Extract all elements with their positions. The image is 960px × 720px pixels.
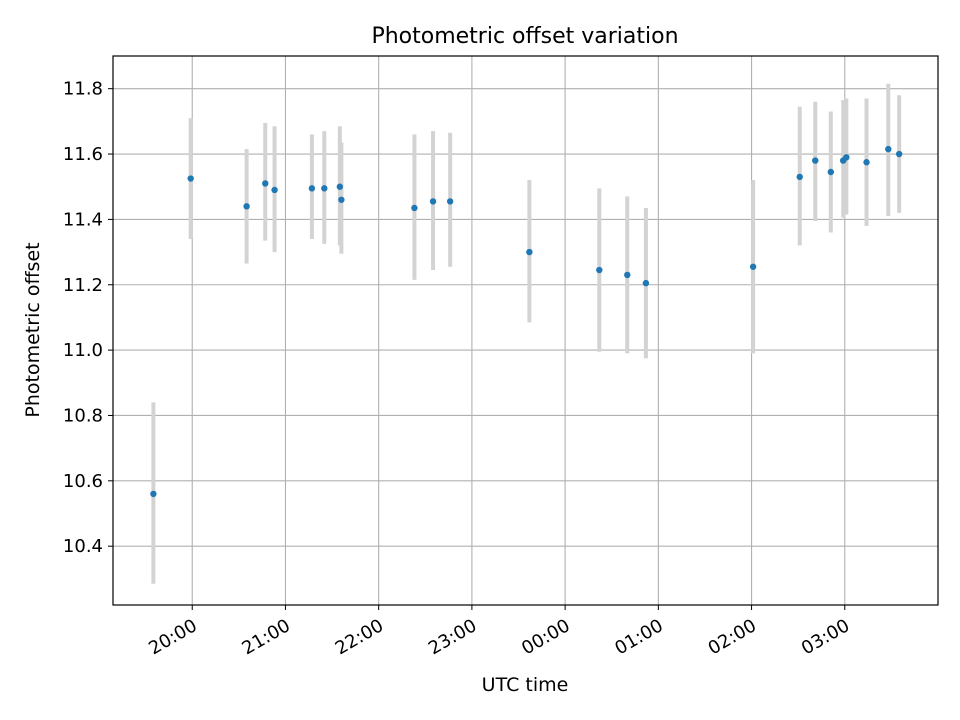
data-point [338,196,345,203]
x-axis-ticks: 20:00 21:00 22:00 23:00 00:00 01:00 02:00 03:00 [145,605,853,659]
data-point [336,183,344,190]
data-point [596,266,603,274]
y-axis-label: Photometric offset [22,242,44,417]
data-point [642,279,650,287]
data-point [446,198,454,205]
x-tick-label: 00:00 [518,615,573,659]
x-tick-label: 20:00 [145,615,200,659]
data-point [796,173,803,181]
y-tick-label: 11.2 [63,275,103,296]
x-tick-label: 01:00 [611,615,666,659]
data-point [321,185,328,192]
chart-title: Photometric offset variation [371,24,678,49]
x-tick-label: 23:00 [425,615,480,659]
data-point [308,185,316,192]
plot-frame [112,55,939,606]
data-point [262,180,269,187]
x-tick-label: 21:00 [239,615,294,659]
y-tick-label: 10.6 [63,471,103,492]
data-point [271,186,278,194]
data-point [812,157,819,164]
data-point [150,490,157,498]
y-tick-label: 11.0 [63,340,103,361]
error-bars [151,83,902,584]
y-axis-ticks: 10.4 10.6 10.8 11.0 11.2 11.4 11.6 11.8 [63,79,113,557]
data-point [827,168,834,176]
x-tick-label: 22:00 [332,615,387,659]
data-point [885,145,892,153]
x-tick-label: 03:00 [798,615,853,659]
data-point [749,263,757,270]
y-tick-label: 10.4 [63,536,103,557]
y-tick-label: 11.4 [63,209,103,230]
data-point [863,159,870,166]
y-tick-label: 10.8 [63,405,103,426]
data-point [843,154,850,161]
data-point [895,150,903,158]
data-point [526,248,533,256]
data-points [150,145,903,498]
y-tick-label: 11.8 [63,79,103,100]
data-point [624,271,631,279]
data-point [411,204,418,212]
x-axis-label: UTC time [482,674,569,696]
data-point [429,198,437,205]
data-point [243,203,250,210]
y-tick-label: 11.6 [63,144,103,165]
x-tick-label: 02:00 [705,615,760,659]
data-point [187,175,194,182]
